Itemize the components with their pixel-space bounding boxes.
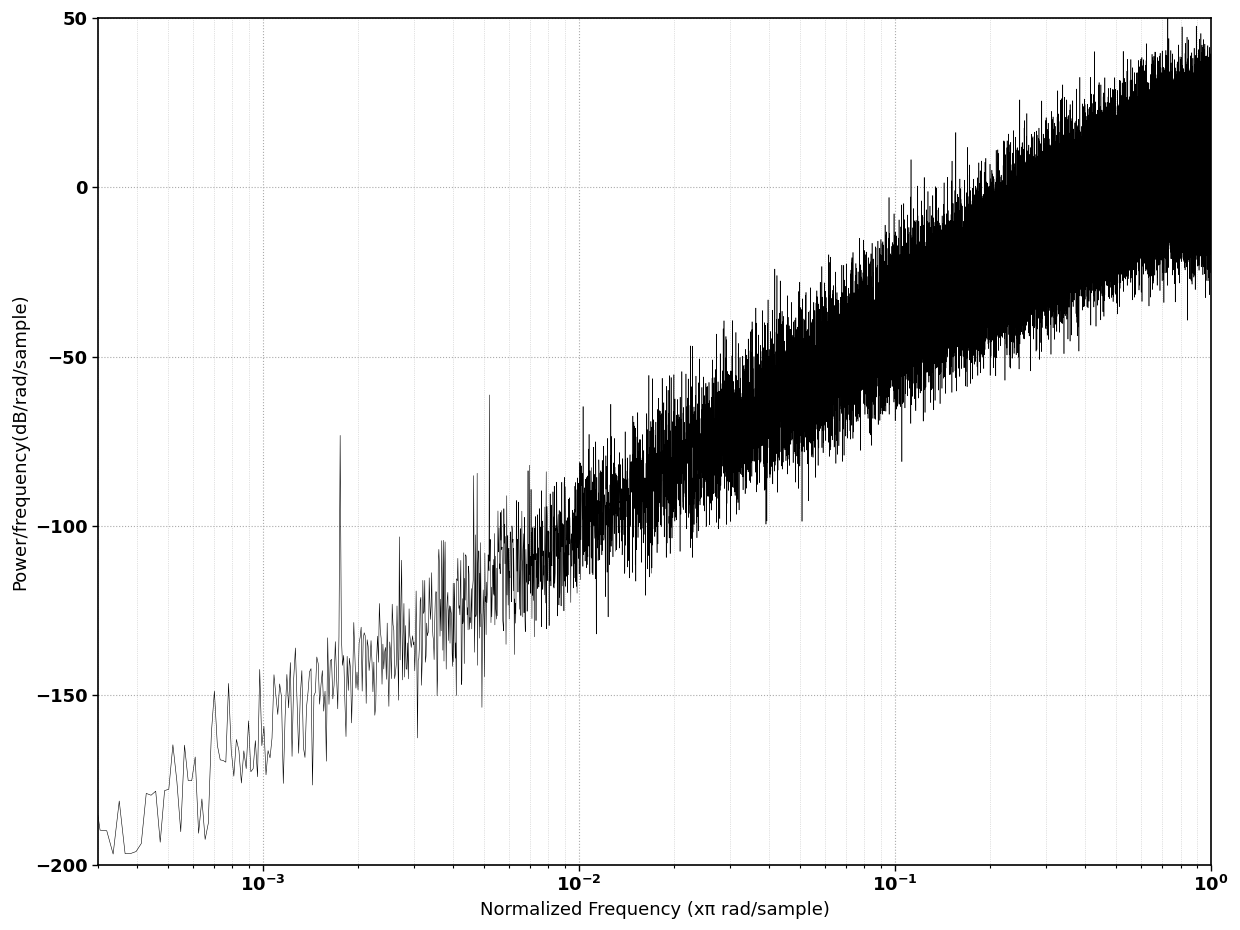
X-axis label: Normalized Frequency (xπ rad/sample): Normalized Frequency (xπ rad/sample) bbox=[480, 901, 830, 919]
Y-axis label: Power/frequency(dB/rad/sample): Power/frequency(dB/rad/sample) bbox=[11, 293, 29, 590]
